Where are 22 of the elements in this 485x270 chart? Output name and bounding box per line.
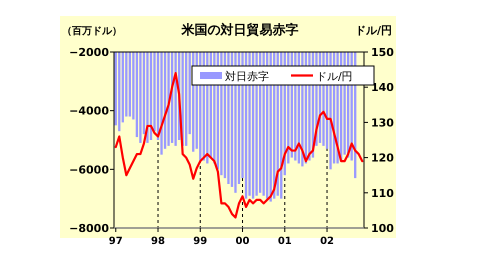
y2-tick-label: 110	[371, 186, 394, 200]
legend-label: 対日赤字	[225, 70, 269, 83]
legend-label: ドル/円	[316, 70, 353, 83]
y-tick-label: −8000	[69, 222, 110, 235]
y2-tick-label: 120	[371, 152, 394, 165]
x-tick-label: 98	[151, 236, 166, 247]
y-tick-label: −2000	[69, 46, 110, 59]
y2-axis-title: ドル/円	[354, 24, 392, 37]
y2-tick-label: 100	[371, 222, 394, 235]
x-tick-label: 00	[236, 236, 250, 247]
y2-tick-label: 130	[371, 116, 394, 130]
x-tick-label: 02	[320, 236, 334, 247]
y-tick-label: −6000	[69, 163, 110, 176]
chart-title: 米国の対日貿易赤字	[180, 22, 298, 38]
x-tick-label: 97	[108, 236, 123, 247]
x-tick-label: 99	[193, 236, 208, 247]
y-tick-label: −4000	[69, 104, 110, 118]
y-axis-title: （百万ドル）	[62, 26, 122, 37]
x-tick-label: 01	[278, 236, 292, 247]
y2-tick-label: 140	[371, 81, 394, 94]
y2-tick-label: 150	[371, 46, 394, 59]
line-series	[114, 72, 364, 219]
